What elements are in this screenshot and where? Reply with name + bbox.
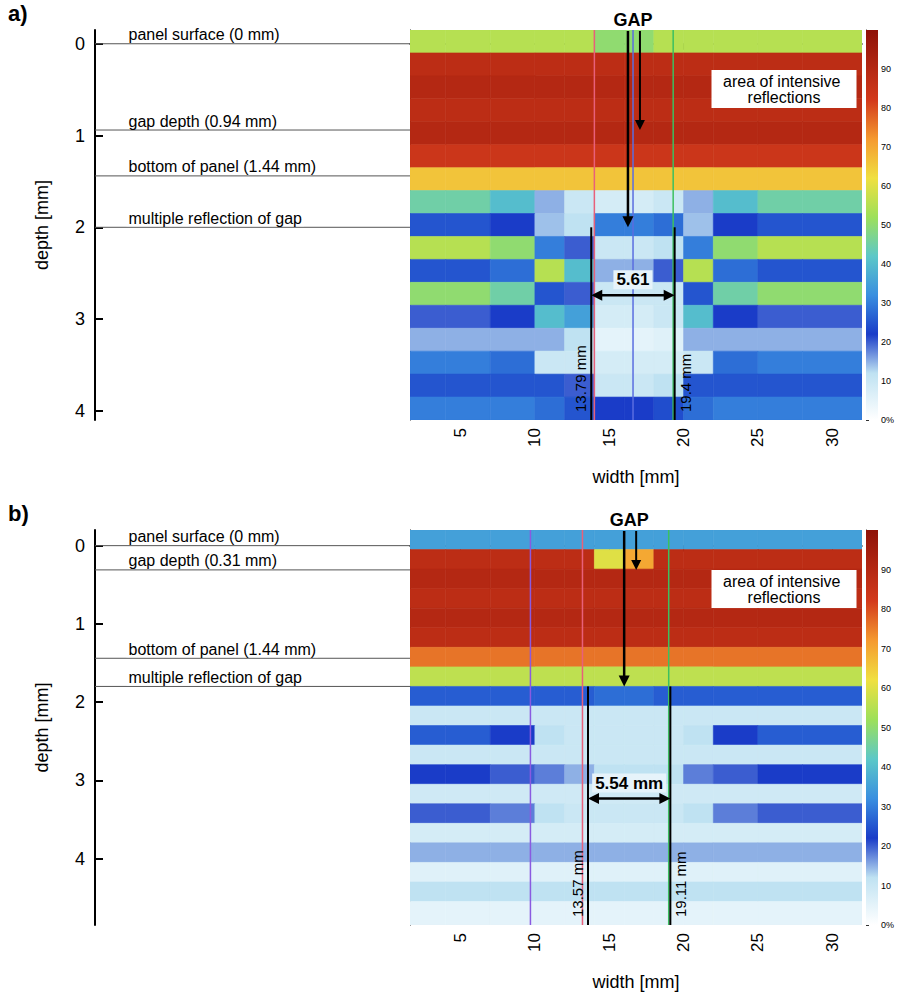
svg-text:1: 1 bbox=[75, 126, 85, 146]
svg-text:bottom of panel (1.44 mm): bottom of panel (1.44 mm) bbox=[129, 641, 317, 658]
svg-text:depth [mm]: depth [mm] bbox=[32, 180, 52, 270]
svg-text:5: 5 bbox=[451, 933, 470, 942]
svg-text:80: 80 bbox=[881, 103, 891, 113]
svg-text:20: 20 bbox=[881, 841, 891, 851]
svg-text:50: 50 bbox=[881, 220, 891, 230]
svg-text:gap depth (0.31 mm): gap depth (0.31 mm) bbox=[129, 552, 278, 569]
svg-text:5.54 mm: 5.54 mm bbox=[595, 774, 663, 793]
svg-text:a): a) bbox=[8, 1, 28, 26]
svg-text:20: 20 bbox=[674, 428, 693, 447]
svg-text:25: 25 bbox=[748, 933, 767, 952]
svg-text:15: 15 bbox=[600, 428, 619, 447]
svg-text:width [mm]: width [mm] bbox=[591, 972, 679, 992]
svg-text:10: 10 bbox=[525, 428, 544, 447]
svg-text:0%: 0% bbox=[881, 920, 894, 930]
svg-text:30: 30 bbox=[823, 933, 842, 952]
svg-text:13.79 mm: 13.79 mm bbox=[572, 345, 589, 412]
svg-text:panel surface (0 mm): panel surface (0 mm) bbox=[129, 26, 280, 43]
svg-text:gap depth (0.94 mm): gap depth (0.94 mm) bbox=[129, 113, 278, 130]
svg-text:width [mm]: width [mm] bbox=[591, 467, 679, 487]
svg-text:25: 25 bbox=[748, 428, 767, 447]
svg-text:40: 40 bbox=[881, 762, 891, 772]
svg-text:multiple reflection of gap: multiple reflection of gap bbox=[129, 210, 303, 227]
svg-text:0: 0 bbox=[75, 536, 85, 556]
svg-text:4: 4 bbox=[75, 401, 85, 421]
svg-text:b): b) bbox=[8, 501, 29, 526]
svg-text:10: 10 bbox=[881, 376, 891, 386]
svg-text:60: 60 bbox=[881, 181, 891, 191]
svg-text:19.11 mm: 19.11 mm bbox=[672, 851, 689, 917]
svg-text:depth [mm]: depth [mm] bbox=[32, 682, 52, 772]
svg-text:20: 20 bbox=[674, 933, 693, 952]
svg-text:10: 10 bbox=[881, 881, 891, 891]
svg-text:area of intensive: area of intensive bbox=[723, 573, 845, 590]
svg-text:3: 3 bbox=[75, 309, 85, 329]
svg-text:GAP: GAP bbox=[610, 510, 649, 530]
svg-text:90: 90 bbox=[881, 565, 891, 575]
svg-text:area of intensive: area of intensive bbox=[723, 73, 845, 90]
svg-text:1: 1 bbox=[75, 614, 85, 634]
svg-text:15: 15 bbox=[600, 933, 619, 952]
svg-text:19.4 mm: 19.4 mm bbox=[677, 354, 694, 412]
svg-text:0%: 0% bbox=[881, 415, 894, 425]
svg-text:70: 70 bbox=[881, 142, 891, 152]
svg-text:10: 10 bbox=[525, 933, 544, 952]
svg-text:multiple reflection of gap: multiple reflection of gap bbox=[129, 669, 303, 686]
svg-text:90: 90 bbox=[881, 64, 891, 74]
svg-text:reflections: reflections bbox=[748, 89, 821, 106]
svg-text:bottom of panel (1.44 mm): bottom of panel (1.44 mm) bbox=[129, 158, 317, 175]
svg-text:2: 2 bbox=[75, 692, 85, 712]
svg-text:0: 0 bbox=[75, 34, 85, 54]
svg-text:5: 5 bbox=[451, 428, 470, 437]
svg-text:3: 3 bbox=[75, 770, 85, 790]
svg-text:40: 40 bbox=[881, 259, 891, 269]
svg-text:30: 30 bbox=[881, 298, 891, 308]
svg-text:60: 60 bbox=[881, 683, 891, 693]
svg-text:30: 30 bbox=[823, 428, 842, 447]
svg-text:13.57 mm: 13.57 mm bbox=[569, 850, 586, 917]
svg-text:70: 70 bbox=[881, 644, 891, 654]
svg-text:5.61: 5.61 bbox=[616, 270, 649, 289]
svg-text:reflections: reflections bbox=[748, 589, 821, 606]
svg-text:80: 80 bbox=[881, 604, 891, 614]
svg-text:panel surface (0 mm): panel surface (0 mm) bbox=[129, 528, 280, 545]
svg-text:30: 30 bbox=[881, 802, 891, 812]
svg-text:GAP: GAP bbox=[613, 10, 652, 30]
svg-text:2: 2 bbox=[75, 217, 85, 237]
svg-text:50: 50 bbox=[881, 723, 891, 733]
svg-text:4: 4 bbox=[75, 849, 85, 869]
svg-text:20: 20 bbox=[881, 337, 891, 347]
